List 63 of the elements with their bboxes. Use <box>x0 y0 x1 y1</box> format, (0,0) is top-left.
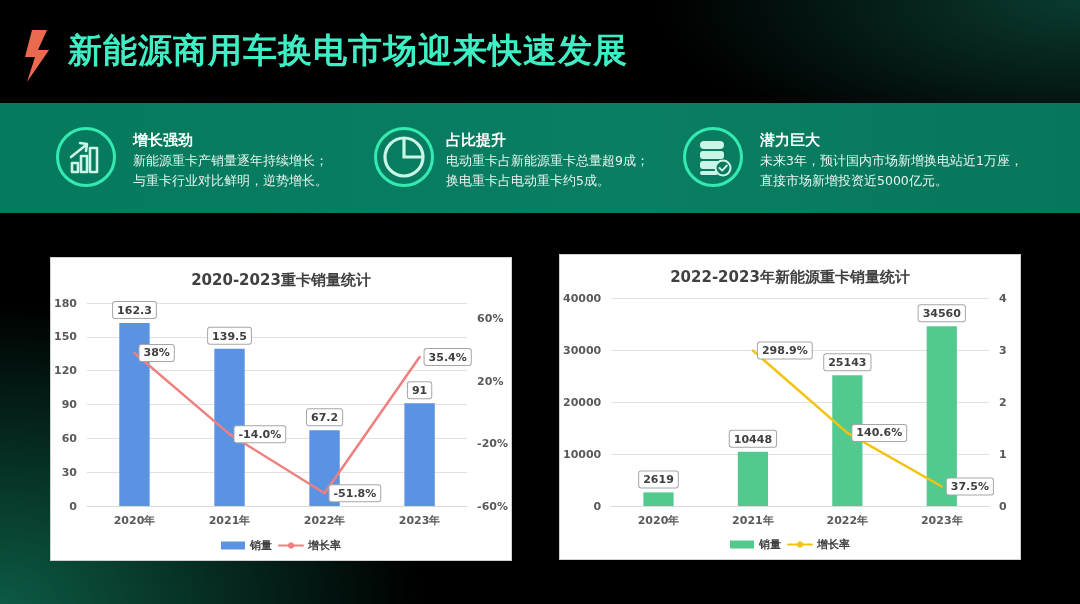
y2-tick-label: 20% <box>477 374 504 388</box>
text: 直接市场新增投资近5000亿元。 <box>760 173 948 189</box>
y-tick-label: 40000 <box>562 291 602 305</box>
data-label: 67.2 <box>310 411 339 425</box>
legend-label: 增长率 <box>307 539 341 552</box>
data-label: 25143 <box>828 356 867 370</box>
y-tick-label: 90 <box>61 398 78 411</box>
text: 占比提升 <box>446 131 506 149</box>
data-label: 37.5% <box>950 480 989 493</box>
y-tick-label: 120 <box>53 364 78 378</box>
y-tick-label: 60 <box>61 431 78 445</box>
x-tick-label: 2020年 <box>113 514 156 527</box>
legend-label: 销量 <box>249 539 272 552</box>
text: 换电重卡占电动重卡约5成。 <box>446 173 610 189</box>
data-label: 38% <box>143 346 170 360</box>
text: 未来3年，预计国内市场新增换电站近1万座， <box>760 153 1023 169</box>
x-tick-label: 2023年 <box>398 514 441 527</box>
text: 增长强劲 <box>133 131 193 149</box>
text: 潜力巨大 <box>760 131 820 149</box>
x-tick-label: 2020年 <box>637 514 680 527</box>
chart-title: 2020-2023重卡销量统计 <box>191 270 371 289</box>
data-label: 162.3 <box>117 303 152 317</box>
text: 新能源商用车换电市场迎来快速发展 <box>68 29 628 72</box>
data-label: 91 <box>411 384 428 398</box>
text: 新能源重卡产销量逐年持续增长； <box>133 153 328 169</box>
data-label: 298.9% <box>761 344 808 358</box>
x-tick-label: 2023年 <box>920 514 963 527</box>
y2-tick-label: -60% <box>477 499 509 513</box>
legend-label: 销量 <box>758 538 781 551</box>
y-tick-label: 30000 <box>562 343 602 357</box>
y-tick-label: 30 <box>61 465 78 479</box>
data-label: 34560 <box>922 307 962 321</box>
y-tick-label: 0 <box>593 499 602 513</box>
bar <box>404 403 435 506</box>
data-label: 35.4% <box>428 350 467 364</box>
data-label: 2619 <box>643 473 674 487</box>
y2-tick-label: 1 <box>999 447 1007 461</box>
bar <box>737 451 769 506</box>
y-tick-label: 180 <box>53 296 78 310</box>
y2-tick-label: 60% <box>477 312 504 326</box>
x-tick-label: 2022年 <box>303 514 346 527</box>
y2-tick-label: 4 <box>999 291 1007 305</box>
y-tick-label: 150 <box>53 330 78 344</box>
y2-tick-label: 3 <box>999 343 1007 357</box>
y-tick-label: 10000 <box>562 447 602 461</box>
x-tick-label: 2021年 <box>732 514 774 527</box>
text: 与重卡行业对比鲜明，逆势增长。 <box>133 173 328 189</box>
y-tick-label: 0 <box>69 499 78 513</box>
chart-title: 2022-2023年新能源重卡销量统计 <box>670 267 910 286</box>
data-label: 139.5 <box>212 329 247 343</box>
text: 电动重卡占新能源重卡总量超9成； <box>446 153 649 169</box>
data-label: 140.6% <box>856 426 903 440</box>
data-label: 10448 <box>733 432 773 446</box>
x-tick-label: 2022年 <box>826 514 869 527</box>
y-tick-label: 20000 <box>562 395 602 409</box>
bar <box>643 492 674 506</box>
x-tick-label: 2021年 <box>208 514 251 527</box>
data-label: -14.0% <box>238 427 282 441</box>
y2-tick-label: -20% <box>477 437 509 451</box>
legend-label: 增长率 <box>816 538 850 551</box>
y2-tick-label: 2 <box>999 395 1007 409</box>
data-label: -51.8% <box>333 486 377 500</box>
y2-tick-label: 0 <box>999 499 1007 513</box>
